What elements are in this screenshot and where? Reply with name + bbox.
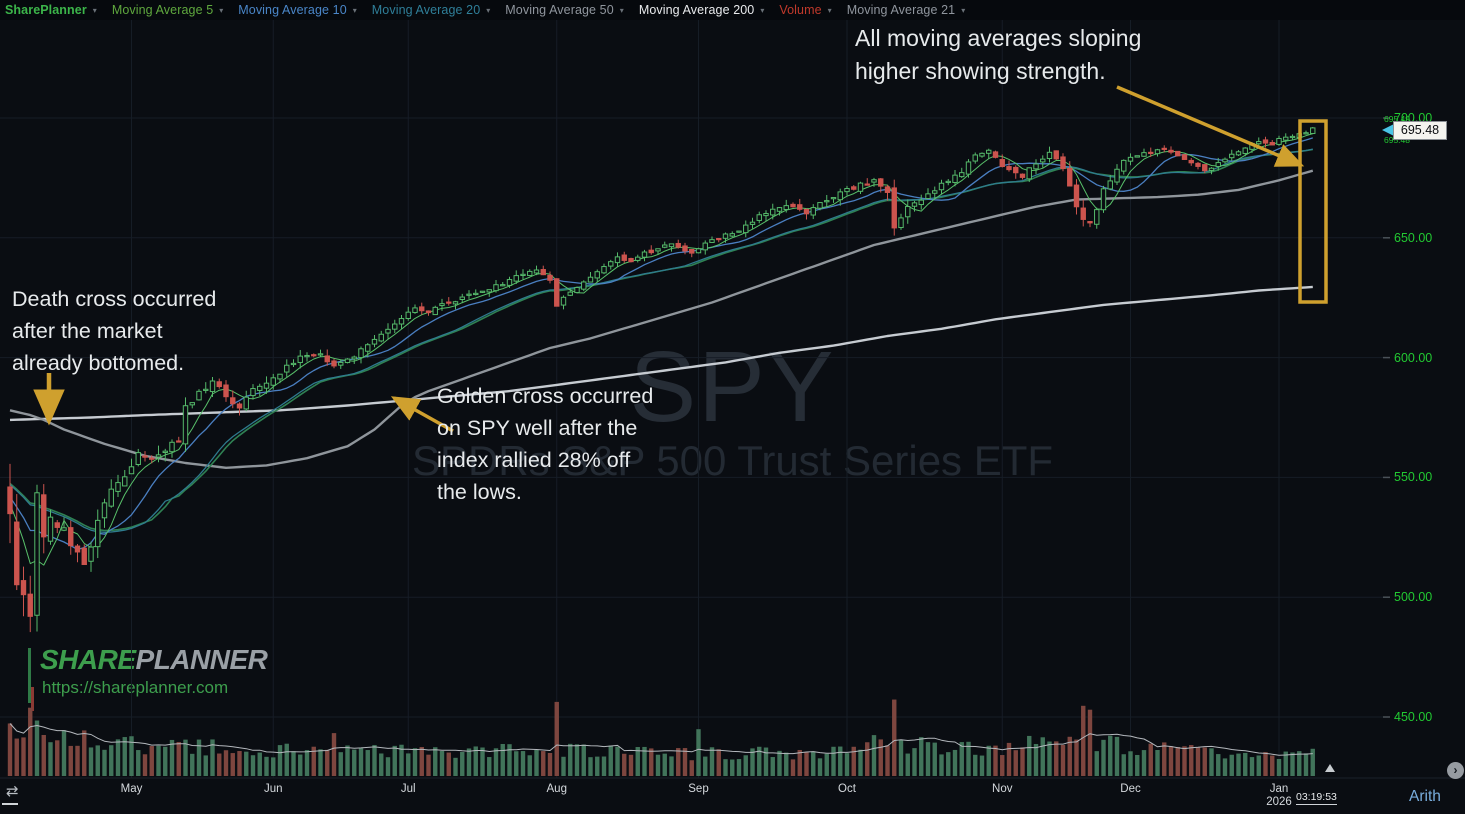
last-bar-time-label: 03:19:53 [1296, 791, 1337, 805]
expand-time-axis-icon[interactable]: ⇄ [6, 783, 19, 800]
ma-strength-arrow [1116, 85, 1305, 167]
annotation-ma-strength: All moving averages sloping higher showi… [855, 25, 1142, 84]
time-axis-month-label: Oct [838, 783, 856, 795]
annotation-death-cross: Death cross occurred after the market al… [12, 287, 217, 375]
toolbar-item-ma50[interactable]: Moving Average 50 ▾ [505, 3, 624, 17]
shareplanner-logo: SHAREPLANNER https://shareplanner.com [26, 644, 268, 711]
price-axis-tick: 450.00 [1394, 710, 1433, 724]
chevron-down-icon: ▾ [92, 5, 97, 15]
expand-icon-underline [2, 803, 18, 805]
toolbar-item-label: Moving Average 21 [846, 3, 956, 17]
chevron-down-icon: ▾ [619, 5, 624, 15]
price-axis-tick: 550.00 [1394, 470, 1433, 485]
time-axis-month-label: Jun [263, 783, 283, 795]
toolbar-item-ma5[interactable]: Moving Average 5 ▾ [112, 3, 223, 17]
toolbar-item-label: Moving Average 5 [111, 3, 214, 17]
time-axis-month-label: Nov [992, 783, 1013, 795]
price-axis-tick: 600.00 [1394, 350, 1433, 365]
toolbar-item-label: Moving Average 10 [238, 3, 347, 17]
logo-text: SHAREPLANNER [40, 644, 268, 676]
price-axis-tick: 650.00 [1394, 230, 1433, 245]
toolbar-item-label: Volume [779, 3, 822, 17]
logo-candle-icon [31, 687, 34, 711]
scroll-right-button[interactable]: › [1447, 762, 1464, 779]
toolbar-item-shareplanner[interactable]: SharePlanner ▾ [5, 3, 97, 17]
chevron-down-icon: ▾ [219, 5, 224, 15]
bid-price-label: 695.48 [1384, 135, 1410, 145]
last-price-pointer-icon [1382, 124, 1394, 136]
toolbar-item-ma20[interactable]: Moving Average 20 ▾ [372, 3, 491, 17]
time-axis-month-label: Jan 2026 [1266, 783, 1292, 808]
watermark-name: SPDRs S&P 500 Trust Series ETF [411, 437, 1054, 484]
logo-candle-icon [28, 648, 31, 703]
toolbar-item-volume[interactable]: Volume ▾ [779, 3, 831, 17]
price-axis-tick: 500.00 [1394, 590, 1433, 605]
toolbar-item-ma200[interactable]: Moving Average 200 ▾ [639, 3, 765, 17]
chevron-down-icon: ▾ [760, 5, 765, 15]
annotation-golden-cross: Golden cross occurred on SPY well after … [437, 384, 654, 504]
logo-part-share: SHARE [40, 644, 136, 675]
toolbar-item-label: Moving Average 50 [505, 3, 614, 17]
time-axis-month-label: Dec [1120, 783, 1141, 795]
chevron-down-icon: ▾ [352, 5, 357, 15]
time-axis-month-label: Jul [400, 783, 416, 795]
scale-type-label[interactable]: Arith [1409, 788, 1441, 805]
logo-url: https://shareplanner.com [42, 678, 229, 697]
last-price-box: 695.48 [1393, 121, 1447, 140]
toolbar-item-ma21[interactable]: Moving Average 21 ▾ [847, 3, 966, 17]
toolbar-item-label: Moving Average 20 [371, 3, 481, 17]
chevron-down-icon: ▾ [486, 5, 491, 15]
chevron-down-icon: ▾ [961, 5, 966, 15]
toolbar-item-ma10[interactable]: Moving Average 10 ▾ [238, 3, 357, 17]
indicator-toolbar: SharePlanner ▾ Moving Average 5 ▾ Moving Ave… [0, 0, 1465, 20]
ask-price-label: 695.49 [1384, 114, 1410, 124]
toolbar-item-label: SharePlanner [5, 3, 87, 17]
time-axis-month-label: Aug [546, 783, 567, 795]
chevron-down-icon: ▾ [827, 5, 832, 15]
jump-to-end-icon[interactable] [1325, 764, 1335, 772]
highlight-box [1298, 119, 1328, 304]
time-axis-month-label: May [120, 783, 143, 795]
toolbar-item-label: Moving Average 200 [638, 3, 755, 17]
golden-cross-arrow [390, 396, 454, 433]
logo-part-planner: PLANNER [135, 644, 268, 675]
time-axis-month-label: Sep [688, 783, 709, 795]
